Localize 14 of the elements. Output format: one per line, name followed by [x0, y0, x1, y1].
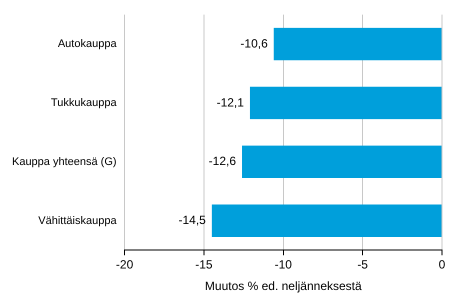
data-label: -12,6: [208, 154, 236, 168]
x-tick-label: 0: [438, 258, 446, 272]
x-tick-label: -20: [116, 258, 134, 272]
y-tick-label: Kauppa yhteensä (G): [12, 156, 117, 168]
data-label: -14,5: [178, 213, 206, 228]
data-label: -10,6: [240, 36, 268, 50]
y-tick-label: Autokauppa: [58, 38, 118, 50]
x-axis-title: Muutos % ed. neljänneksestä: [204, 279, 362, 294]
y-tick-label: Tukkukauppa: [50, 96, 118, 109]
x-tick-label: -15: [195, 258, 213, 272]
y-tick-label: Vähittäiskauppa: [38, 214, 118, 227]
x-tick-label: -10: [274, 258, 292, 272]
x-tick-label: -5: [357, 258, 368, 272]
data-label: -12,1: [216, 95, 244, 110]
